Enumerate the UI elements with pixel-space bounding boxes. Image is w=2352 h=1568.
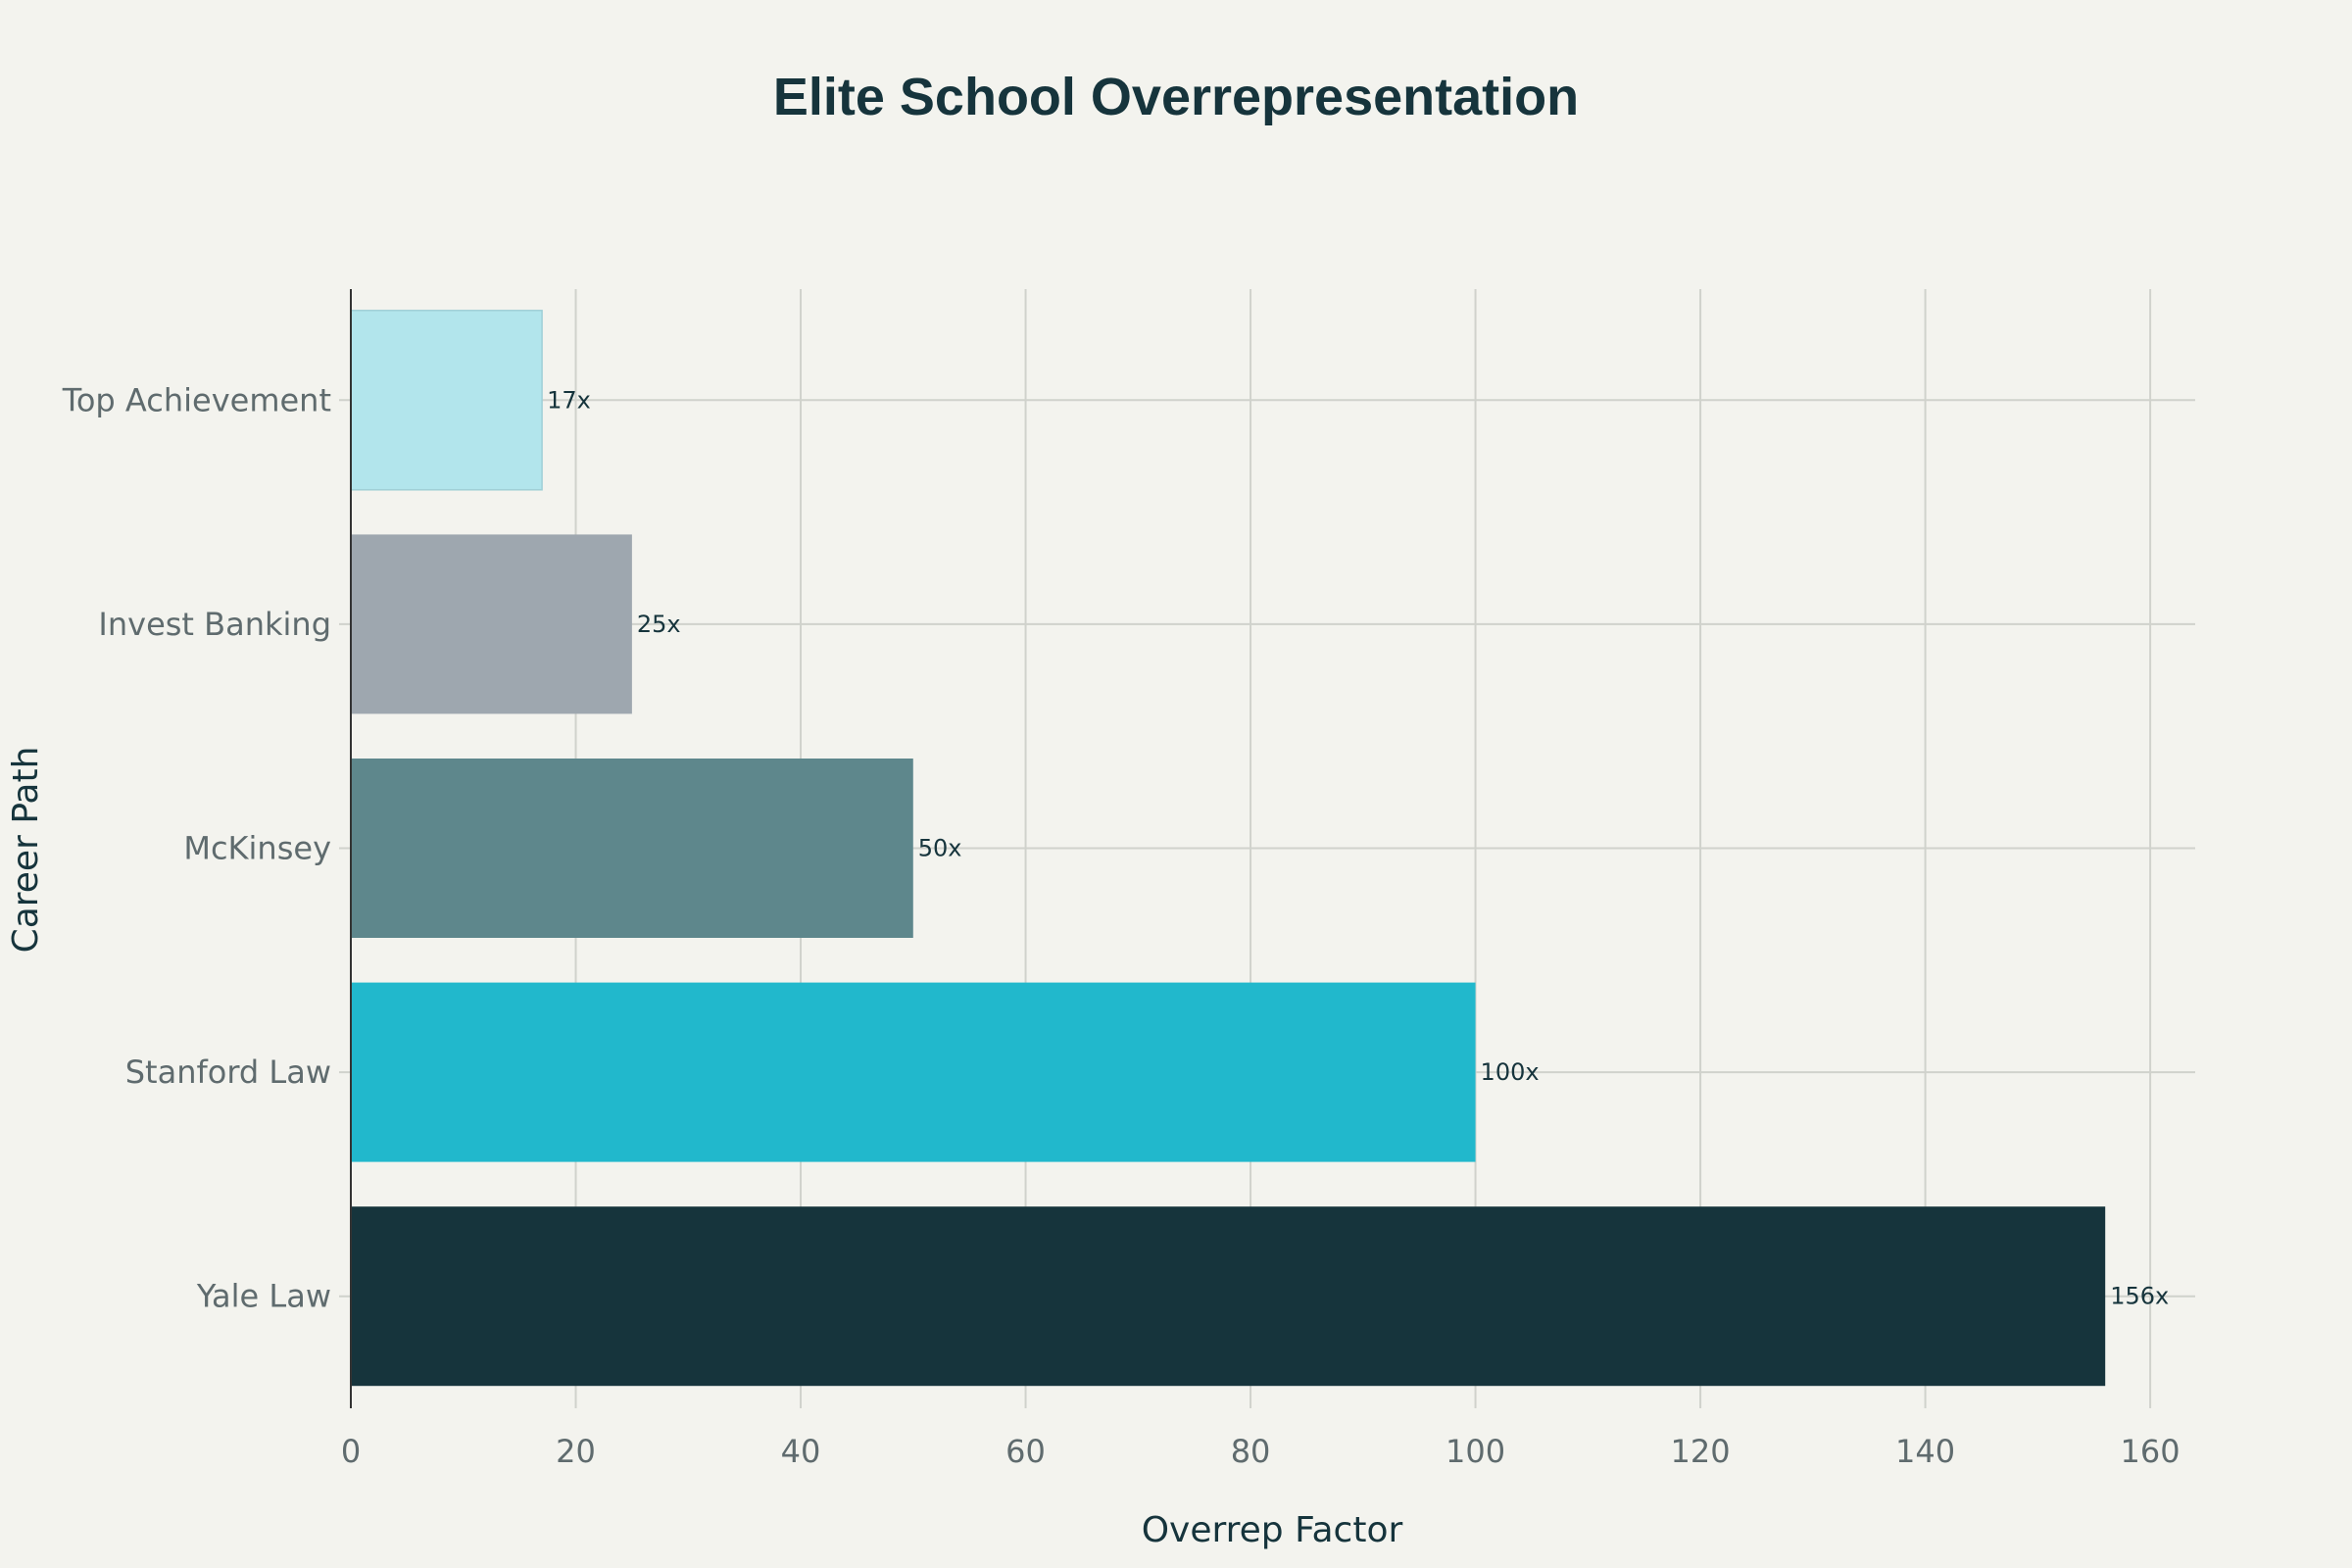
bar-stanford-law <box>351 982 1476 1162</box>
chart-title: Elite School Overrepresentation <box>773 68 1579 126</box>
bar-yale-law <box>351 1206 2106 1387</box>
data-label: 100x <box>1481 1058 1540 1086</box>
bar-top-achievement <box>350 310 543 491</box>
labels: 0 20 40 60 80 100 120 140 160 Yale Law 156x Stanfor… <box>62 381 2180 1470</box>
x-tick-label: 80 <box>1231 1433 1271 1470</box>
y-tick-label: Stanford Law <box>125 1054 331 1091</box>
x-axis-title: Overrep Factor <box>1142 1510 1403 1550</box>
x-tick-label: 120 <box>1671 1433 1731 1470</box>
data-label: 156x <box>2110 1283 2169 1310</box>
x-tick-label: 60 <box>1005 1433 1046 1470</box>
bars <box>350 310 2106 1387</box>
data-label: 50x <box>918 835 962 862</box>
x-tick-label: 40 <box>781 1433 821 1470</box>
bar-invest-banking <box>351 534 632 714</box>
x-tick-label: 20 <box>556 1433 596 1470</box>
y-tick-label: Yale Law <box>196 1278 331 1315</box>
x-tick-label: 0 <box>341 1433 361 1470</box>
x-tick-label: 140 <box>1895 1433 1955 1470</box>
x-tick-label: 160 <box>2121 1433 2180 1470</box>
bar-mckinsey <box>351 759 913 938</box>
y-tick-label: Invest Banking <box>98 606 331 643</box>
data-label: 17x <box>547 386 591 414</box>
x-tick-label: 100 <box>1446 1433 1505 1470</box>
y-tick-label: McKinsey <box>183 830 331 867</box>
y-axis-title: Career Path <box>6 747 46 954</box>
data-label: 25x <box>637 611 681 638</box>
y-tick-label: Top Achievement <box>62 381 331 418</box>
